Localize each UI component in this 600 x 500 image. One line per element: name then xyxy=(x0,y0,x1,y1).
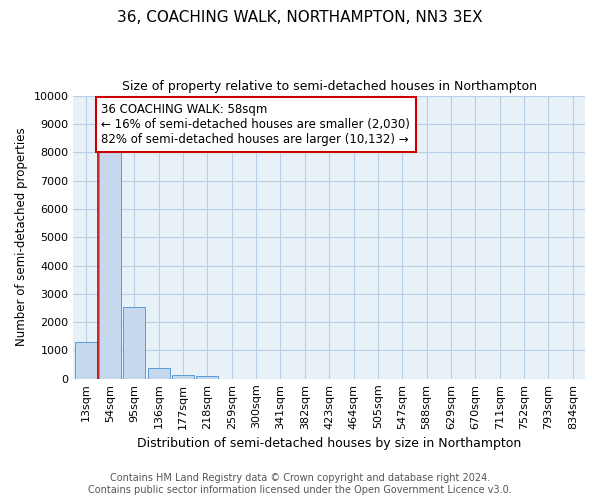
Text: 36 COACHING WALK: 58sqm
← 16% of semi-detached houses are smaller (2,030)
82% of: 36 COACHING WALK: 58sqm ← 16% of semi-de… xyxy=(101,102,410,146)
Bar xyxy=(148,368,170,379)
X-axis label: Distribution of semi-detached houses by size in Northampton: Distribution of semi-detached houses by … xyxy=(137,437,521,450)
Title: Size of property relative to semi-detached houses in Northampton: Size of property relative to semi-detach… xyxy=(122,80,537,93)
Bar xyxy=(196,376,218,379)
Bar xyxy=(74,342,97,379)
Text: Contains HM Land Registry data © Crown copyright and database right 2024.
Contai: Contains HM Land Registry data © Crown c… xyxy=(88,474,512,495)
Text: 36, COACHING WALK, NORTHAMPTON, NN3 3EX: 36, COACHING WALK, NORTHAMPTON, NN3 3EX xyxy=(117,10,483,25)
Bar xyxy=(124,307,145,379)
Bar xyxy=(172,374,194,379)
Y-axis label: Number of semi-detached properties: Number of semi-detached properties xyxy=(15,128,28,346)
Bar xyxy=(99,151,121,379)
